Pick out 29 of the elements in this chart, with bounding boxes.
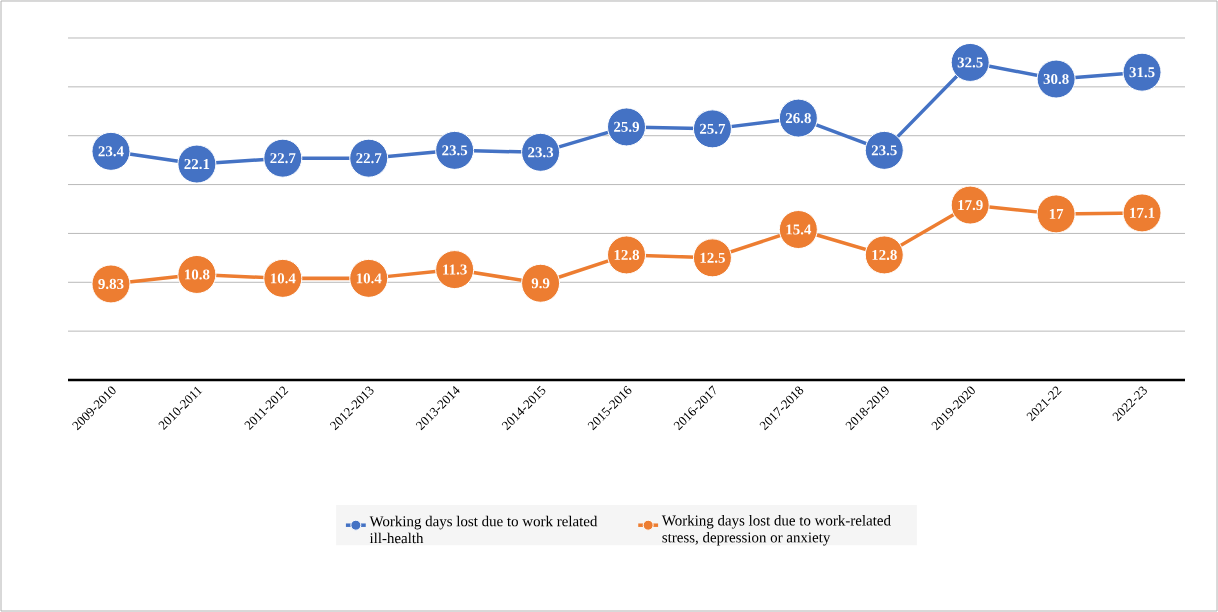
data-label: 25.7 <box>699 123 726 134</box>
data-label: 30.8 <box>1043 73 1069 85</box>
data-label: 22.7 <box>356 153 382 164</box>
data-label: 17 <box>1049 208 1064 219</box>
data-label: 26.8 <box>785 113 811 124</box>
legend-label: Working days lost due to work related ill-health <box>369 515 598 544</box>
data-label: 12.8 <box>614 249 640 261</box>
data-label: 12.5 <box>700 252 725 263</box>
data-label: 10.4 <box>356 273 382 284</box>
data-label: 23.5 <box>871 145 897 156</box>
data-label: 23.3 <box>528 147 554 158</box>
data-label: 17.9 <box>958 200 983 211</box>
legend-label: Working days lost due to work-related stress, depression or anxiety <box>661 515 891 546</box>
data-label: 25.9 <box>614 121 640 132</box>
data-label: 23.5 <box>442 145 468 156</box>
data-label: 10.4 <box>270 273 296 284</box>
data-label: 23.4 <box>98 146 124 157</box>
data-label: 31.5 <box>1129 67 1155 78</box>
point <box>1036 194 1076 234</box>
data-label: 32.5 <box>957 57 983 68</box>
data-label: 9.9 <box>531 278 550 289</box>
data-label: 11.3 <box>443 264 467 275</box>
data-label: 17.1 <box>1130 207 1155 218</box>
data-label: 22.7 <box>270 153 296 164</box>
data-label: 9.83 <box>98 278 124 290</box>
data-label: 22.1 <box>184 159 210 170</box>
data-label: 10.8 <box>185 269 210 280</box>
data-label: 15.4 <box>786 224 812 235</box>
data-label: 12.8 <box>872 249 897 261</box>
